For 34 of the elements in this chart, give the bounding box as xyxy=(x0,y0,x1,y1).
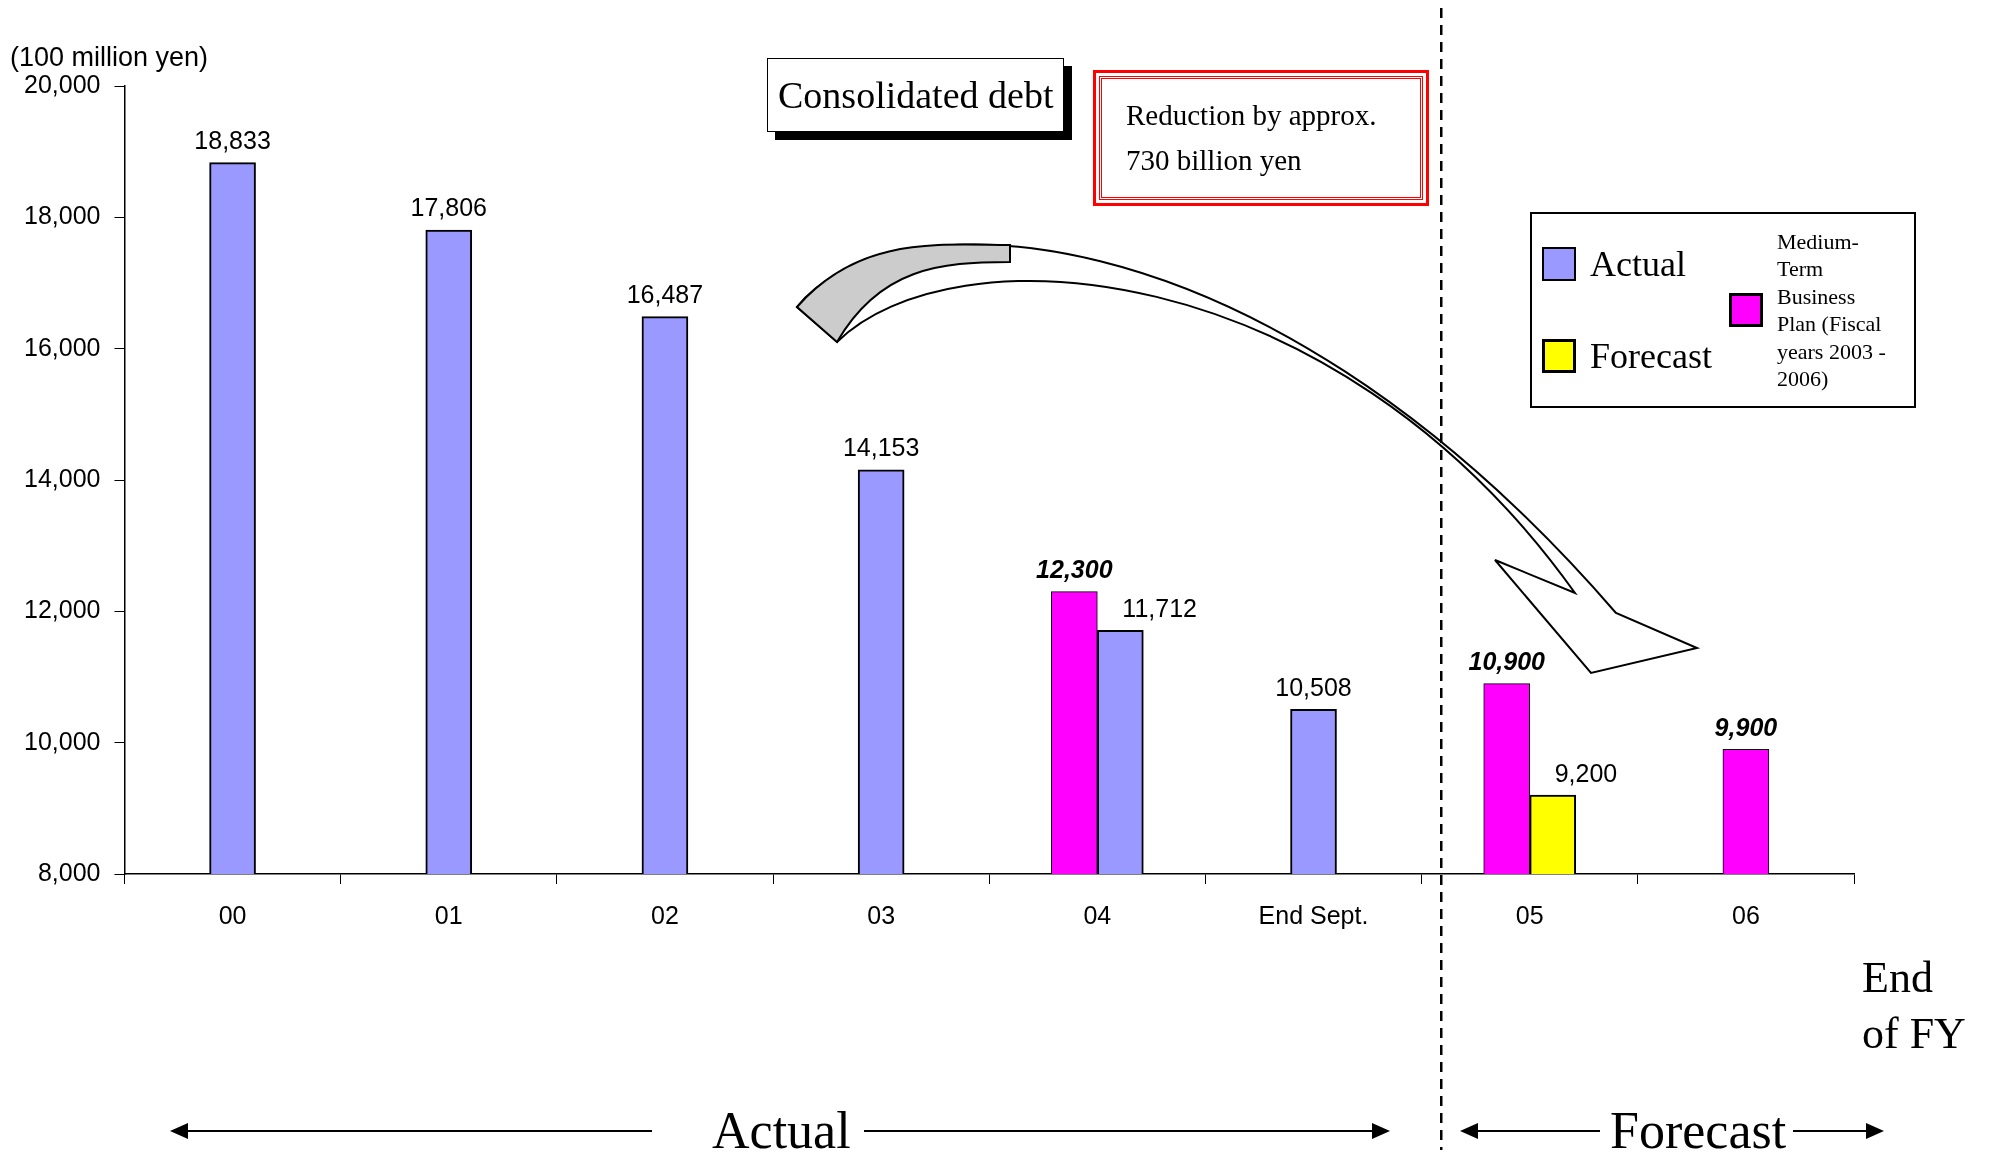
data-label: 17,806 xyxy=(410,193,487,222)
x-tick-label: 02 xyxy=(651,900,679,929)
y-tick-label: 14,000 xyxy=(24,463,101,492)
x-tick-label: 00 xyxy=(218,900,247,929)
data-label: 18,833 xyxy=(194,126,271,155)
x-tick-label: End Sept. xyxy=(1258,900,1369,929)
data-label: 9,900 xyxy=(1714,712,1778,741)
data-label: 12,300 xyxy=(1036,555,1113,584)
data-label: 11,712 xyxy=(1122,593,1197,622)
x-axis-title: End of FY xyxy=(1862,953,1966,1058)
text: Forecast xyxy=(1598,1102,1799,1159)
legend-label: Forecast xyxy=(1590,335,1712,377)
legend-label: Medium-Term Business Plan (Fiscal years 2003 - 2006) xyxy=(1776,227,1887,393)
data-label: 14,153 xyxy=(842,433,920,462)
annotation: Reduction by approx. 730 billion yen xyxy=(1099,76,1423,200)
data-label: 9,200 xyxy=(1554,758,1618,787)
data-label: 16,487 xyxy=(626,280,704,309)
x-tick-label: 04 xyxy=(1083,900,1112,929)
x-tick-label: 05 xyxy=(1515,900,1544,929)
x-tick-label: 01 xyxy=(434,900,463,929)
data-label: 10,900 xyxy=(1468,646,1546,675)
text: Actual xyxy=(700,1102,863,1159)
y-tick-label: 20,000 xyxy=(24,69,101,98)
y-tick-label: 18,000 xyxy=(24,201,101,230)
y-tick-label: 16,000 xyxy=(24,332,101,361)
data-label: 10,508 xyxy=(1275,672,1352,701)
y-tick-label: 12,000 xyxy=(24,595,101,624)
legend-label: Actual xyxy=(1590,243,1686,285)
x-tick-label: 03 xyxy=(867,900,896,929)
annotation: Consolidated debt xyxy=(767,58,1065,132)
y-tick-label: 10,000 xyxy=(24,726,101,755)
x-tick-label: 06 xyxy=(1732,900,1760,929)
y-tick-label: 8,000 xyxy=(37,857,101,886)
y-axis-title: (100 million yen) xyxy=(10,41,209,72)
